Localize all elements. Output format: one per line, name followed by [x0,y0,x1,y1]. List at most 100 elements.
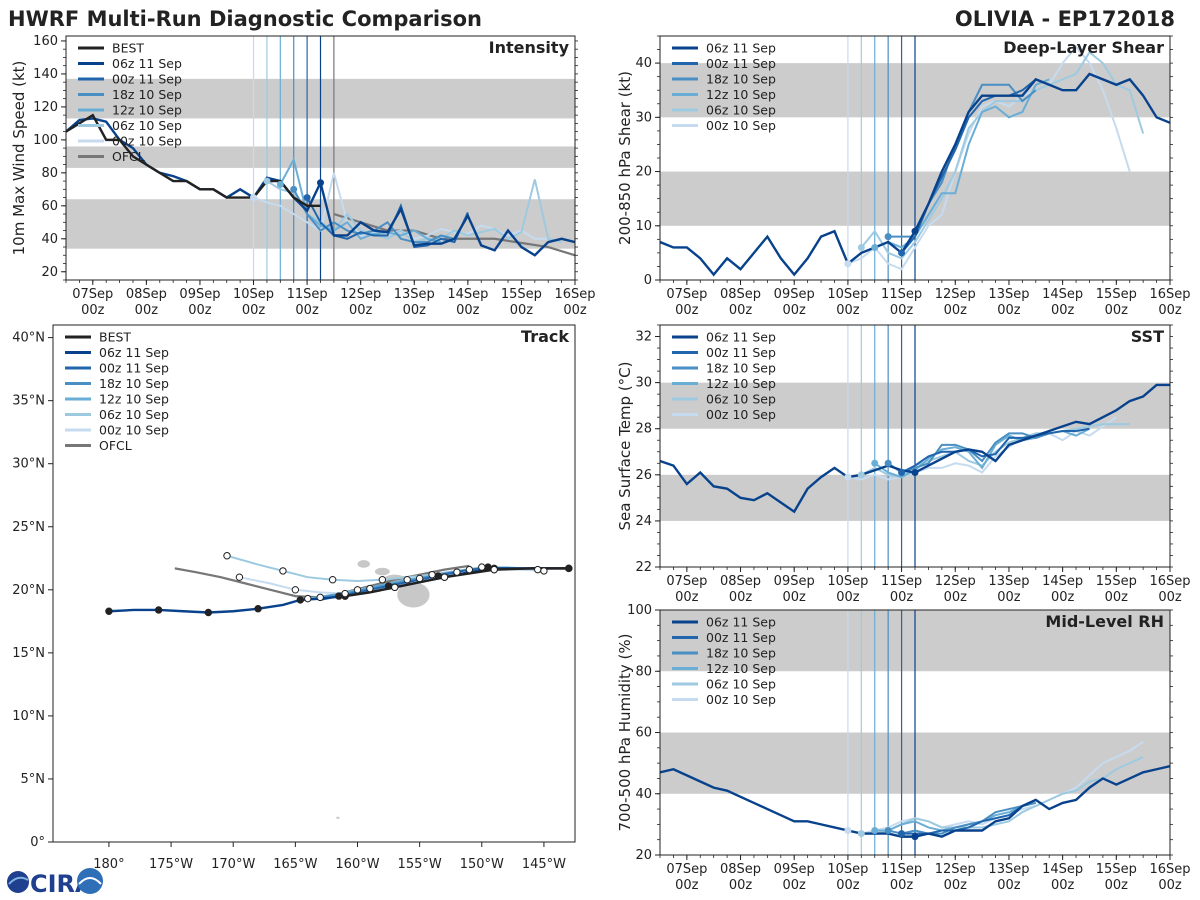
shear-legend-label: 00z 10 Sep [706,118,776,133]
track-position-marker [366,584,374,593]
intensity-legend-label: 00z 10 Sep [112,134,182,149]
rh-legend-label: 06z 11 Sep [706,615,776,630]
track-position-marker [353,586,362,594]
sst-x-tick-label-hour: 00z [890,590,914,605]
shear-x-tick-label-hour: 00z [944,303,968,318]
intensity-y-tick-label: 160 [33,34,58,49]
track-panel: 0° 5°N 10°N 15°N 20°N 25°N 30°N 35°N 40°N 180° 175… [12,324,576,872]
sst-panel-title: SST [1131,327,1164,346]
shear-y-tick-label: 30 [635,110,652,125]
rh-series-line [887,801,1037,835]
track-position-marker [204,608,213,617]
rh-init-dot [871,827,879,834]
shear-y-tick-label: 10 [635,219,652,234]
rh-x-tick-label-hour: 00z [783,878,807,893]
intensity-y-axis-label: 10m Max Wind Speed (kt) [10,61,28,256]
shear-x-tick-label-hour: 00z [1051,303,1075,318]
shear-x-tick-label-hour: 00z [675,303,699,318]
logo-emblem-icon [77,868,103,894]
track-position-marker [403,576,411,584]
shear-panel-title: Deep-Layer Shear [1003,38,1164,57]
shear-legend-label: 18z 10 Sep [706,72,776,87]
track-position-marker [341,589,349,598]
sst-x-tick-label-hour: 00z [944,590,968,605]
sst-x-tick-label-hour: 00z [675,590,699,605]
shear-x-tick-label-date: 15Sep [1096,287,1137,302]
shear-series-line [874,78,1050,249]
track-x-tick-label: 150°W [460,857,504,872]
sst-init-dot [871,459,879,467]
intensity-x-tick-label-hour: 00z [456,303,480,318]
sst-y-tick-label: 32 [635,330,652,345]
intensity-x-tick-label-date: 10Sep [233,287,274,302]
rh-init-dot [911,833,919,841]
rh-legend-label: 12z 10 Sep [706,661,776,676]
rh-x-tick-label-date: 14Sep [1042,862,1083,877]
shear-legend-label: 12z 10 Sep [706,87,776,102]
intensity-x-tick-label-date: 07Sep [72,287,113,302]
logo-globe-icon [7,871,29,893]
rh-panel: 2040608010007Sep00z08Sep00z09Sep00z10Sep… [616,603,1191,893]
shear-legend-label: 00z 11 Sep [706,56,776,71]
track-panel-title: Track [521,327,569,346]
track-position-marker [254,605,262,613]
shear-legend-label: 06z 10 Sep [706,103,776,118]
shear-init-dot [898,249,906,257]
intensity-legend-label: OFCL [112,149,145,164]
shear-x-tick-label-hour: 00z [1105,303,1129,318]
intensity-x-tick-label-date: 15Sep [501,287,542,302]
track-position-marker [465,565,474,574]
track-x-tick-label: 175°W [149,857,193,872]
sst-x-tick-label-date: 13Sep [988,574,1029,589]
track-position-marker [335,592,343,600]
sst-legend-label: 06z 10 Sep [706,392,776,407]
track-x-tick-label: 160°W [335,857,379,872]
rh-x-tick-label-date: 12Sep [935,862,976,877]
sst-x-tick-label-date: 11Sep [881,574,922,589]
track-position-marker [296,596,305,604]
rh-x-tick-label-date: 10Sep [827,862,868,877]
rh-x-tick-label-hour: 00z [729,878,753,893]
track-legend-label: 06z 10 Sep [99,407,169,422]
intensity-panel: 2040608010012014016007Sep00z08Sep00z09Se… [10,34,596,318]
track-x-tick-label: 180° [93,857,124,872]
shear-x-tick-label-hour: 00z [836,303,860,318]
shear-x-tick-label-hour: 00z [729,303,753,318]
rh-x-tick-label-date: 15Sep [1096,862,1137,877]
intensity-legend-label: BEST [112,41,144,56]
track-position-marker [328,576,337,584]
shear-y-tick-label: 0 [644,273,652,288]
track-y-tick-label: 15°N [12,646,45,661]
track-position-marker [304,594,312,603]
sst-series-line [860,423,1130,479]
rh-panel-title: Mid-Level RH [1045,612,1164,631]
shear-plot-area [660,36,1170,280]
sst-series-line [901,427,1090,474]
rh-x-tick-label-hour: 00z [1158,878,1182,893]
rh-init-dot [884,827,892,834]
intensity-best-line [66,113,321,208]
track-y-tick-label: 0° [30,835,45,850]
shear-panel: 01020304007Sep00z08Sep00z09Sep00z10Sep00… [616,35,1191,318]
shear-x-tick-label-hour: 00z [783,303,807,318]
intensity-x-tick-label-date: 13Sep [394,287,435,302]
track-position-marker [490,565,498,574]
hawaii-island [397,582,430,608]
sst-x-tick-label-hour: 00z [836,590,860,605]
intensity-x-tick-label-hour: 00z [135,303,159,318]
track-position-marker [478,563,486,571]
shear-x-tick-label-date: 07Sep [666,287,707,302]
track-legend-label: 00z 10 Sep [99,423,169,438]
rh-x-tick-label-date: 08Sep [720,862,761,877]
track-position-marker [453,568,461,576]
track-position-marker [316,593,324,602]
sst-x-tick-label-date: 08Sep [720,574,761,589]
rh-legend-label: 06z 10 Sep [706,677,776,692]
sst-x-tick-label-hour: 00z [1105,590,1129,605]
sst-plot-area [660,325,1170,567]
shear-x-tick-label-date: 14Sep [1042,287,1083,302]
intensity-x-tick-label-hour: 00z [403,303,427,318]
shear-init-dot [871,243,879,251]
shear-init-dot [884,233,892,241]
intensity-init-dot [263,177,271,185]
